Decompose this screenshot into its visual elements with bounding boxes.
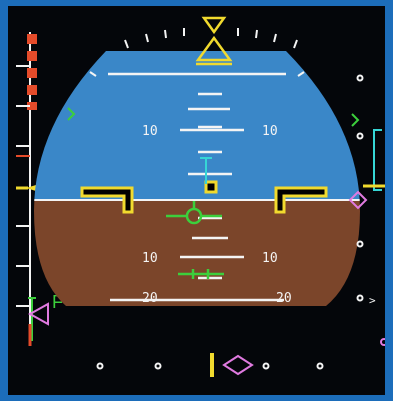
attitude-sphere [34, 51, 360, 306]
bank-scale [89, 28, 305, 77]
ground [34, 200, 360, 306]
overspeed-band [27, 34, 37, 110]
pitch-label-up-left: 10 [142, 124, 158, 139]
flight-path-vector-icon [166, 201, 222, 225]
svg-text:>: > [369, 294, 376, 307]
flap-marker-label: F [52, 292, 63, 312]
speed-trend-icon [27, 297, 49, 346]
aircraft-symbol-icon [80, 180, 328, 214]
pitch-label-20-left: 20 [142, 291, 158, 306]
ils-deviation-diamond-icon [348, 190, 368, 210]
speed-ticks [16, 65, 30, 307]
sky-pointer-icon [195, 16, 233, 66]
pitch-label-down-right: 10 [262, 251, 278, 266]
pitch-label-up-right: 10 [262, 124, 278, 139]
localizer-scale [96, 362, 324, 370]
pitch-label-20-right: 20 [276, 291, 292, 306]
flight-director-icon [178, 269, 224, 279]
localizer-diamond-icon [222, 354, 254, 376]
pitch-limit-right-icon [351, 113, 360, 127]
primary-flight-display: F 10 10 10 10 20 20 [8, 6, 385, 395]
pitch-limit-left-icon [67, 107, 76, 121]
pitch-label-down-left: 10 [142, 251, 158, 266]
glideslope-scale [356, 74, 364, 302]
altitude-tape-edge [373, 129, 382, 191]
